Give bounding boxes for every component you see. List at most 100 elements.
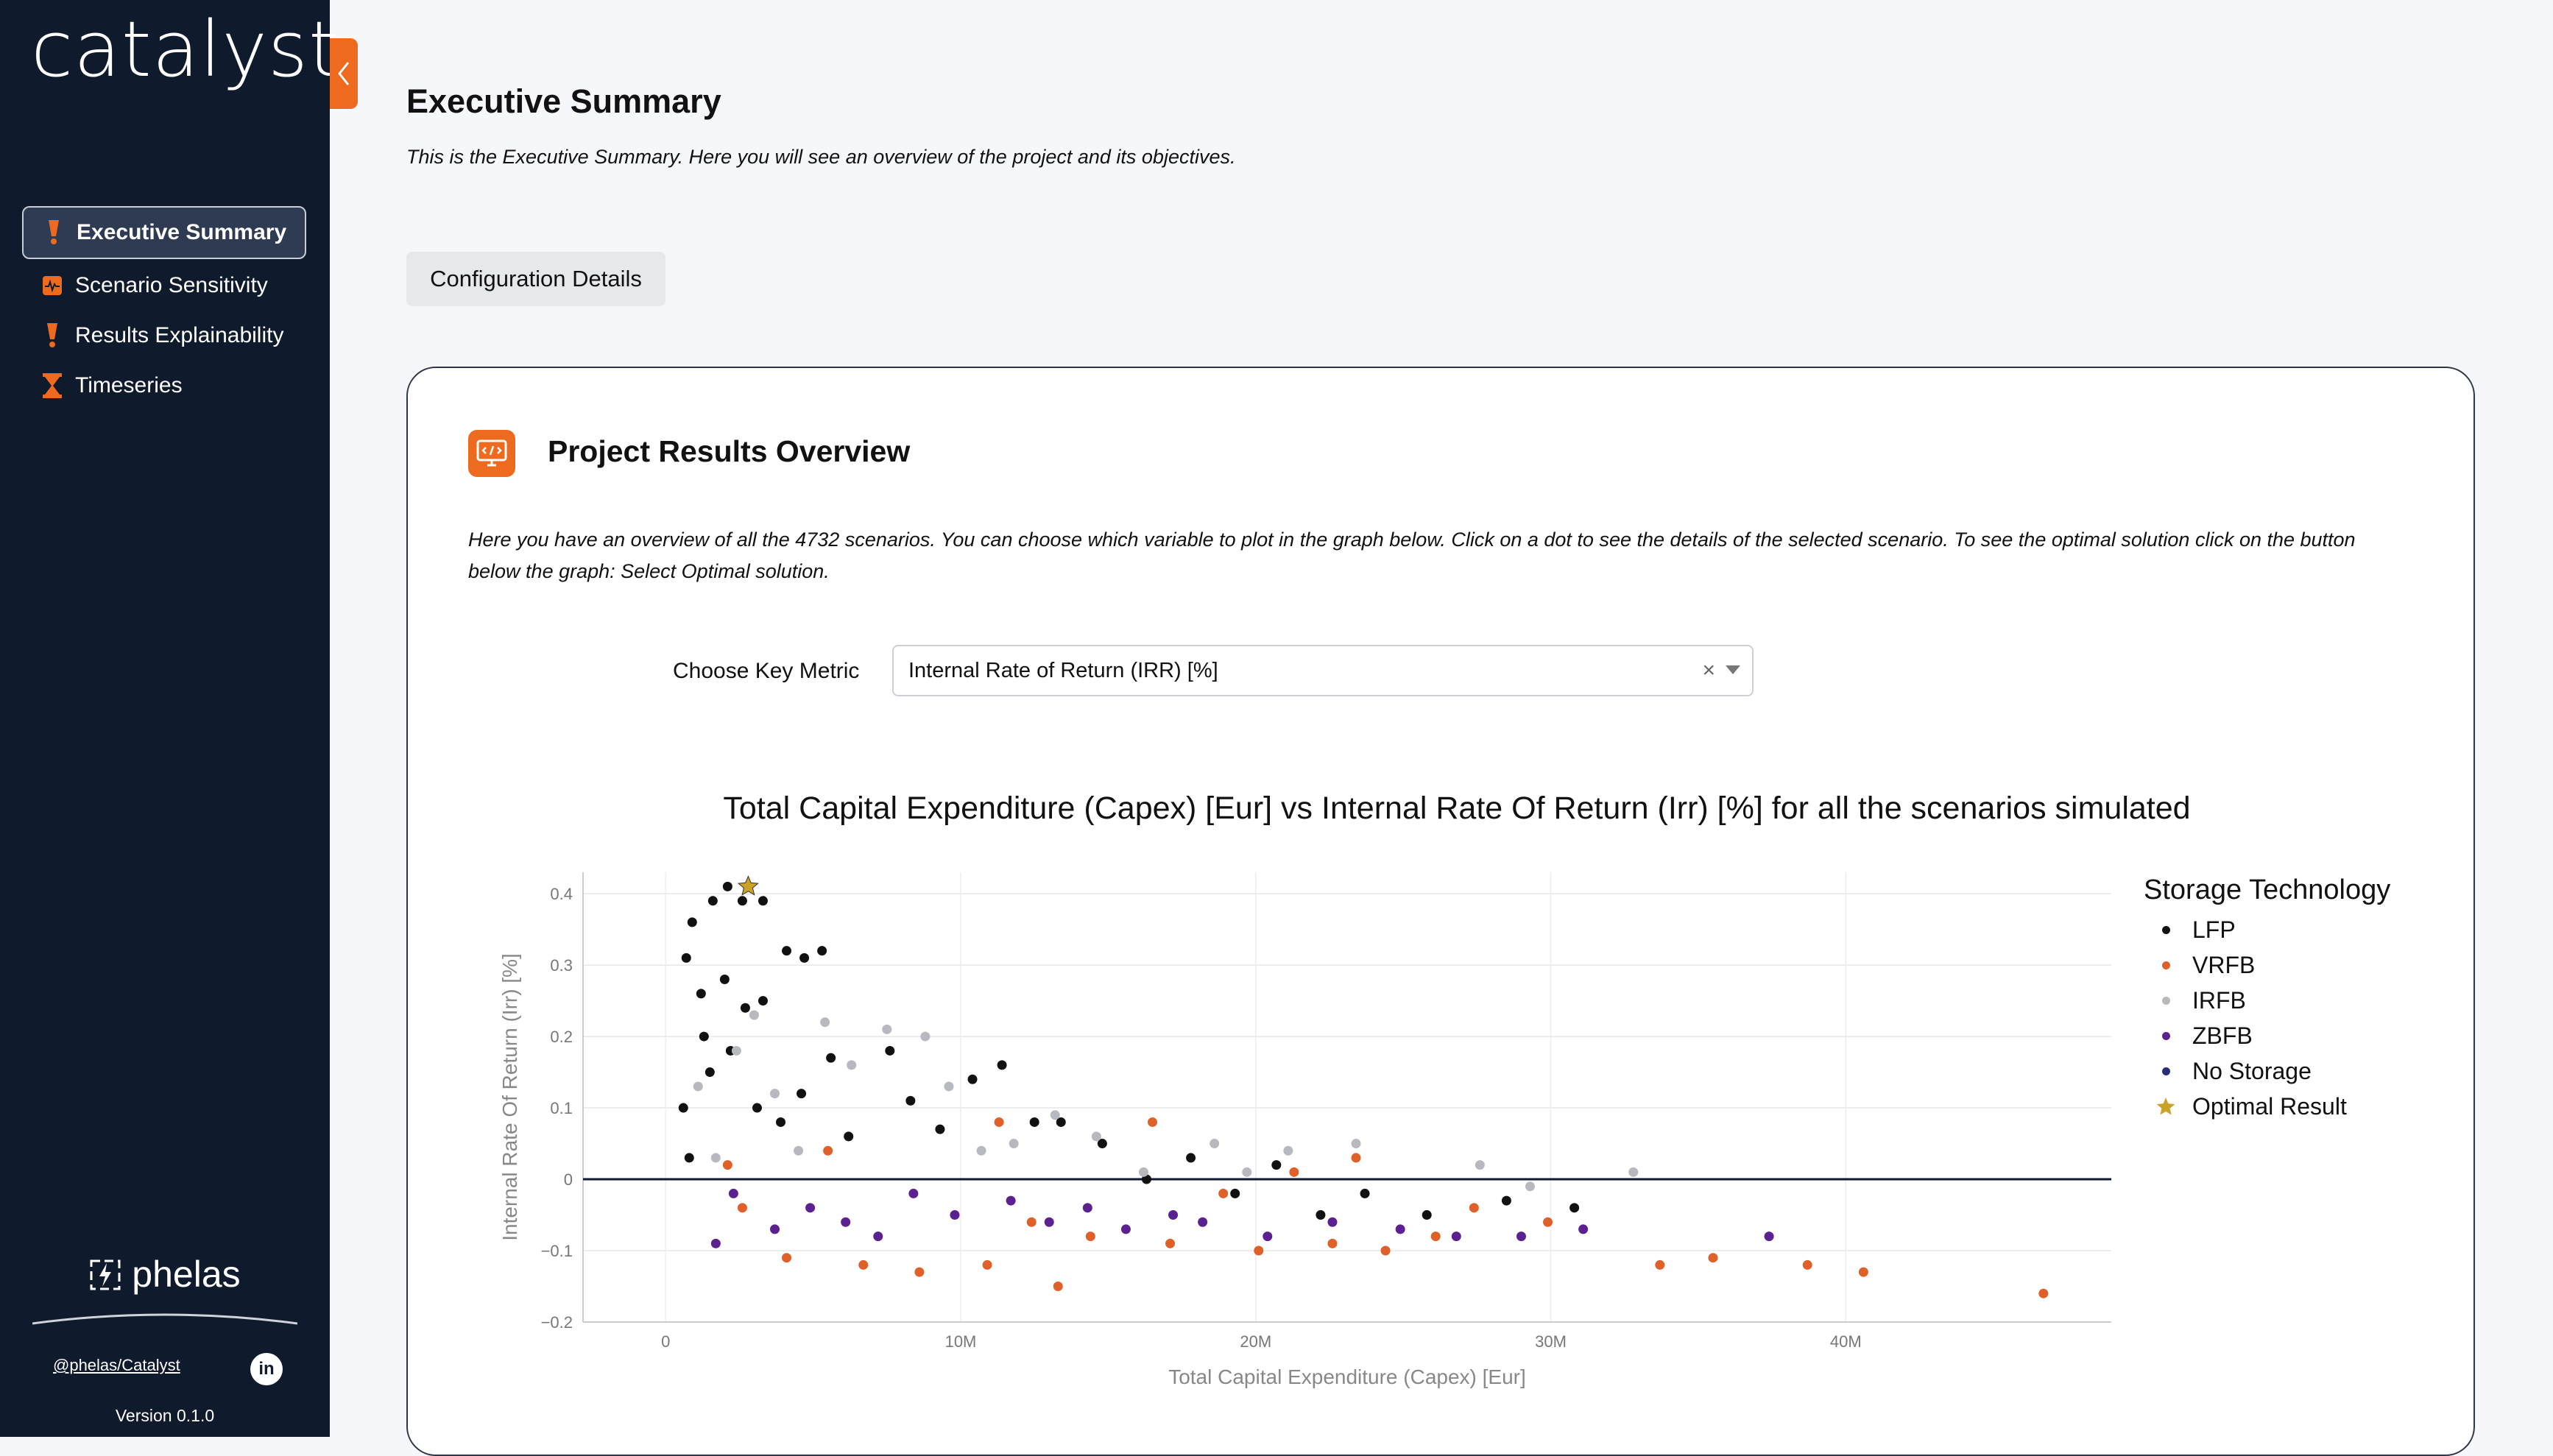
brand-swoosh: [32, 1313, 297, 1325]
data-point-lfp: [1230, 1188, 1240, 1198]
data-point-lfp: [997, 1060, 1007, 1070]
data-point-vrfb: [722, 1160, 732, 1170]
data-point-vrfb: [1147, 1117, 1157, 1127]
legend-item[interactable]: IRFB: [2144, 983, 2390, 1018]
chevron-down-icon[interactable]: [1726, 665, 1740, 674]
data-point-irfb: [1525, 1181, 1535, 1192]
data-point-vrfb: [858, 1259, 869, 1270]
legend-dot: [2144, 961, 2188, 969]
data-point-vrfb: [1430, 1231, 1441, 1242]
y-tick-label: 0.2: [550, 1028, 573, 1046]
data-point-lfp: [1271, 1160, 1282, 1170]
y-axis-label: Internal Rate Of Return (Irr) [%]: [498, 953, 521, 1241]
data-point-zbfb: [1516, 1231, 1526, 1242]
data-point-vrfb: [1085, 1231, 1095, 1242]
data-point-vrfb: [1858, 1267, 1868, 1277]
sidebar-item-results-explainability[interactable]: Results Explainability: [22, 311, 306, 361]
legend-dot: [2144, 996, 2188, 1005]
x-tick-label: 0: [661, 1332, 670, 1351]
sidebar-nav: Executive Summary Scenario Sensitivity R…: [22, 206, 306, 411]
data-point-lfp: [1569, 1203, 1580, 1213]
data-point-vrfb: [914, 1267, 925, 1277]
data-point-vrfb: [1165, 1238, 1176, 1248]
data-point-lfp: [1316, 1210, 1326, 1220]
x-axis-label: Total Capital Expenditure (Capex) [Eur]: [1168, 1365, 1526, 1388]
data-point-irfb: [920, 1031, 931, 1042]
data-point-lfp: [699, 1031, 709, 1042]
data-point-irfb: [944, 1081, 954, 1092]
data-point-zbfb: [1263, 1231, 1273, 1242]
card-title: Project Results Overview: [548, 434, 911, 468]
data-point-irfb: [1242, 1167, 1252, 1177]
metric-label: Choose Key Metric: [673, 659, 860, 683]
chart-title: Total Capital Expenditure (Capex) [Eur] …: [723, 791, 2191, 826]
data-point-lfp: [1422, 1210, 1432, 1220]
data-point-zbfb: [1764, 1231, 1774, 1242]
data-point-irfb: [1351, 1139, 1361, 1149]
sidebar: catalyst Executive Summary Scenario Sens…: [0, 0, 339, 1437]
data-point-irfb: [1283, 1145, 1293, 1156]
sidebar-item-executive-summary[interactable]: Executive Summary: [22, 206, 306, 259]
data-point-irfb: [847, 1060, 857, 1070]
data-point-lfp: [737, 896, 747, 906]
data-point-lfp: [1097, 1139, 1107, 1149]
data-point-zbfb: [950, 1210, 960, 1220]
data-point-vrfb: [1655, 1259, 1665, 1270]
data-point-lfp: [799, 953, 810, 963]
legend-item[interactable]: No Storage: [2144, 1053, 2390, 1089]
data-point-lfp: [684, 1153, 694, 1163]
data-point-zbfb: [1044, 1217, 1054, 1227]
data-point-lfp: [719, 974, 730, 984]
page-title: Executive Summary: [406, 82, 721, 120]
data-point-lfp: [885, 1045, 895, 1056]
legend-item[interactable]: Optimal Result: [2144, 1089, 2390, 1124]
data-point-vrfb: [1289, 1167, 1299, 1177]
clear-icon[interactable]: ×: [1702, 658, 1715, 682]
data-point-irfb: [1009, 1139, 1019, 1149]
data-point-lfp: [817, 946, 827, 956]
data-point-zbfb: [1451, 1231, 1461, 1242]
legend-title: Storage Technology: [2144, 874, 2391, 905]
y-tick-label: 0.4: [550, 885, 573, 903]
data-point-vrfb: [982, 1259, 992, 1270]
data-point-zbfb: [1395, 1224, 1405, 1234]
x-tick-label: 40M: [1830, 1332, 1862, 1351]
social-link[interactable]: @phelas/Catalyst: [53, 1356, 180, 1374]
legend-item[interactable]: ZBFB: [2144, 1018, 2390, 1053]
legend-item[interactable]: VRFB: [2144, 947, 2390, 983]
sidebar-item-label: Scenario Sensitivity: [75, 273, 268, 297]
key-metric-select[interactable]: Internal Rate of Return (IRR) [%] ×: [892, 645, 1754, 696]
sidebar-item-timeseries[interactable]: Timeseries: [22, 361, 306, 411]
monitor-code-icon: [468, 430, 515, 477]
data-point-irfb: [1475, 1160, 1485, 1170]
data-point-lfp: [844, 1131, 854, 1142]
data-point-irfb: [693, 1081, 703, 1092]
configuration-details-button[interactable]: Configuration Details: [406, 252, 665, 306]
sidebar-item-scenario-sensitivity[interactable]: Scenario Sensitivity: [22, 261, 306, 311]
app-logo: catalyst: [31, 4, 339, 94]
data-point-lfp: [687, 917, 697, 927]
data-point-irfb: [749, 1010, 759, 1020]
data-point-lfp: [967, 1074, 978, 1084]
collapse-sidebar-button[interactable]: [330, 38, 358, 109]
legend-items: LFP VRFB IRFB ZBFB No Storage Optimal Result: [2144, 912, 2390, 1124]
y-tick-label: 0.1: [550, 1099, 573, 1117]
data-point-zbfb: [770, 1224, 780, 1234]
data-point-vrfb: [2038, 1288, 2049, 1298]
data-point-zbfb: [1578, 1224, 1589, 1234]
data-point-zbfb: [728, 1188, 738, 1198]
legend-item[interactable]: LFP: [2144, 912, 2390, 947]
data-point-lfp: [826, 1053, 836, 1063]
data-point-vrfb: [1053, 1282, 1063, 1292]
data-point-vrfb: [737, 1203, 747, 1213]
data-point-lfp: [1186, 1153, 1196, 1163]
linkedin-icon[interactable]: in: [250, 1353, 283, 1385]
phelas-logo-icon: [90, 1259, 121, 1290]
data-point-irfb: [820, 1017, 830, 1028]
data-point-zbfb: [1198, 1217, 1208, 1227]
data-point-vrfb: [1218, 1188, 1229, 1198]
sidebar-item-label: Results Explainability: [75, 323, 284, 347]
data-point-vrfb: [1327, 1238, 1338, 1248]
data-point-irfb: [1210, 1139, 1220, 1149]
